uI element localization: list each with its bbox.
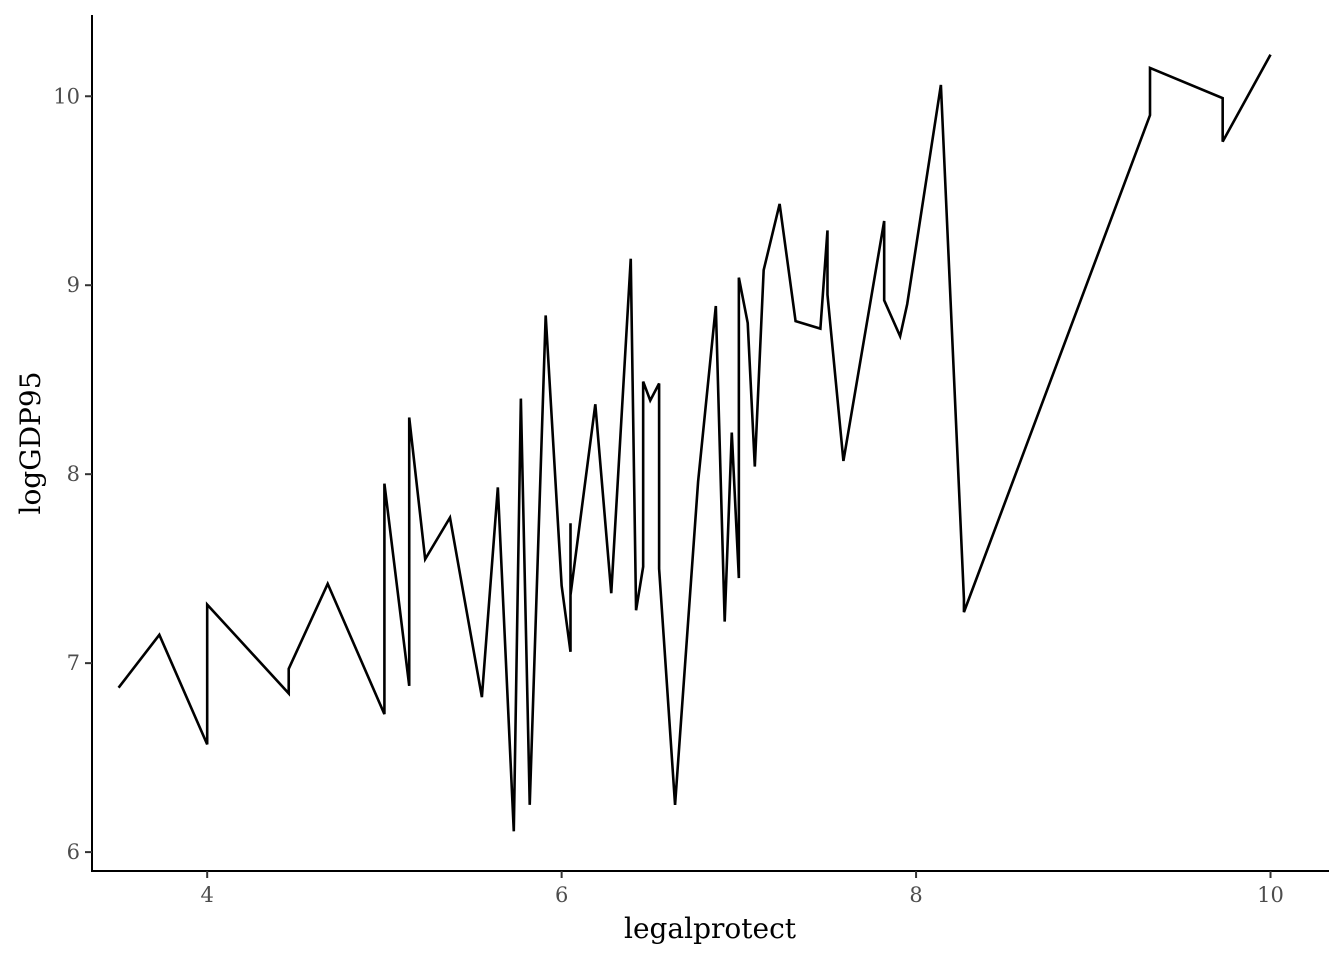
y-tick-label: 10: [53, 84, 80, 108]
y-axis-ticks: 6 7 8 9 10: [53, 84, 92, 864]
y-axis-title: logGDP95: [14, 371, 47, 514]
y-tick-label: 8: [67, 462, 80, 486]
x-tick-label: 4: [201, 883, 214, 907]
y-tick-label: 9: [67, 273, 80, 297]
x-tick-label: 6: [555, 883, 568, 907]
x-axis-title: legalprotect: [624, 912, 797, 945]
x-axis-ticks: 4 6 8 10: [201, 871, 1284, 907]
y-tick-label: 6: [67, 840, 80, 864]
y-tick-label: 7: [67, 651, 80, 675]
series-line-1: [117, 54, 1272, 832]
x-tick-label: 10: [1257, 883, 1284, 907]
x-tick-label: 8: [909, 883, 922, 907]
plot-area: [117, 54, 1272, 832]
